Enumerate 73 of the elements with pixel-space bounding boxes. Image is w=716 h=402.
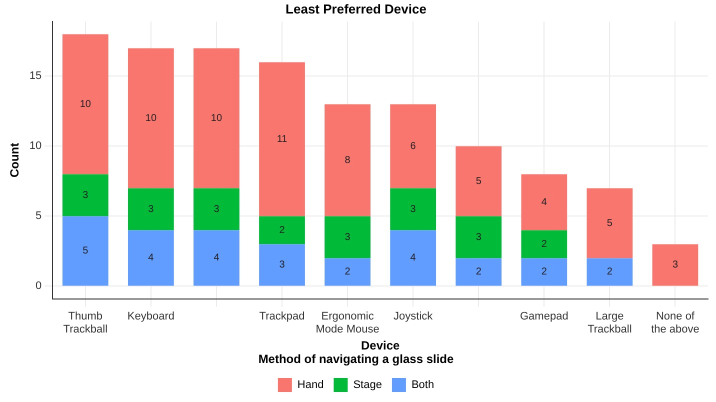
data-label: 4: [541, 196, 548, 208]
bar: [128, 188, 174, 230]
x-tick-label: Large Trackball: [588, 310, 632, 336]
data-label: 2: [541, 266, 548, 278]
legend-title: Method of navigating a glass slide: [258, 352, 454, 366]
bar: [324, 104, 370, 216]
bar: [652, 244, 698, 286]
bar: [194, 188, 240, 230]
bar: [62, 34, 108, 174]
bar: [521, 174, 568, 230]
bar: [259, 244, 305, 286]
data-label: 4: [410, 252, 416, 264]
x-tick-label: Gamepad: [520, 310, 568, 322]
data-label: 2: [344, 266, 351, 278]
bar: [128, 48, 174, 188]
data-label: 10: [210, 112, 222, 124]
data-label: 3: [279, 260, 286, 271]
bar: [194, 230, 240, 286]
data-label: 11: [276, 134, 288, 145]
legend-label: Both: [411, 379, 434, 392]
x-axis-title: Device: [360, 338, 400, 353]
bar: [259, 62, 305, 216]
x-tick-label: Ergonomic Mode Mouse: [316, 310, 380, 336]
data-label: 4: [214, 252, 220, 264]
data-label: 3: [82, 190, 89, 201]
x-tick-label: Trackpad: [259, 310, 305, 322]
bar: [390, 188, 436, 230]
legend-label: Stage: [353, 379, 382, 392]
data-label: 3: [410, 204, 416, 215]
data-label: 5: [82, 246, 89, 257]
bar: [456, 258, 502, 286]
x-tick-label: Thumb Trackball: [63, 310, 108, 336]
data-label: 6: [410, 140, 416, 152]
y-tick-label: 10: [29, 140, 42, 152]
bar: [62, 174, 108, 216]
data-label: 4: [148, 252, 154, 264]
data-label: 10: [145, 112, 157, 124]
x-tick-label: Keyboard: [127, 310, 174, 322]
bar: [324, 216, 370, 258]
bar: [586, 188, 633, 258]
data-label: 3: [214, 204, 220, 215]
y-axis-title: Count: [8, 142, 22, 178]
data-label: 3: [476, 232, 482, 243]
bar: [456, 146, 502, 216]
data-label: 3: [344, 232, 351, 243]
bar: [390, 230, 436, 286]
bar: [62, 216, 108, 286]
data-label: 10: [80, 98, 92, 110]
y-tick-label: 5: [36, 210, 42, 222]
data-label: 2: [476, 266, 482, 278]
bar: [259, 216, 305, 244]
data-label: 2: [541, 238, 548, 250]
data-label: 5: [476, 176, 482, 187]
x-tick-label: Joystick: [394, 310, 434, 322]
y-tick-label: 0: [36, 280, 42, 292]
legend-label: Hand: [297, 379, 324, 392]
bar: [194, 48, 240, 188]
chart-title: Least Preferred Device: [286, 1, 426, 16]
bar: [324, 258, 370, 286]
data-label: 2: [279, 224, 286, 236]
data-label: 3: [672, 260, 678, 271]
data-label: 3: [148, 204, 154, 215]
x-tick-label: None of the above: [651, 310, 700, 336]
y-tick-label: 15: [29, 70, 42, 82]
bar: [456, 216, 502, 258]
bar: [586, 258, 633, 286]
bar: [521, 230, 568, 258]
bar: [390, 104, 436, 188]
bar: [521, 258, 568, 286]
data-label: 2: [606, 266, 613, 278]
data-label: 5: [606, 218, 613, 229]
bar: [128, 230, 174, 286]
data-label: 8: [344, 154, 351, 166]
